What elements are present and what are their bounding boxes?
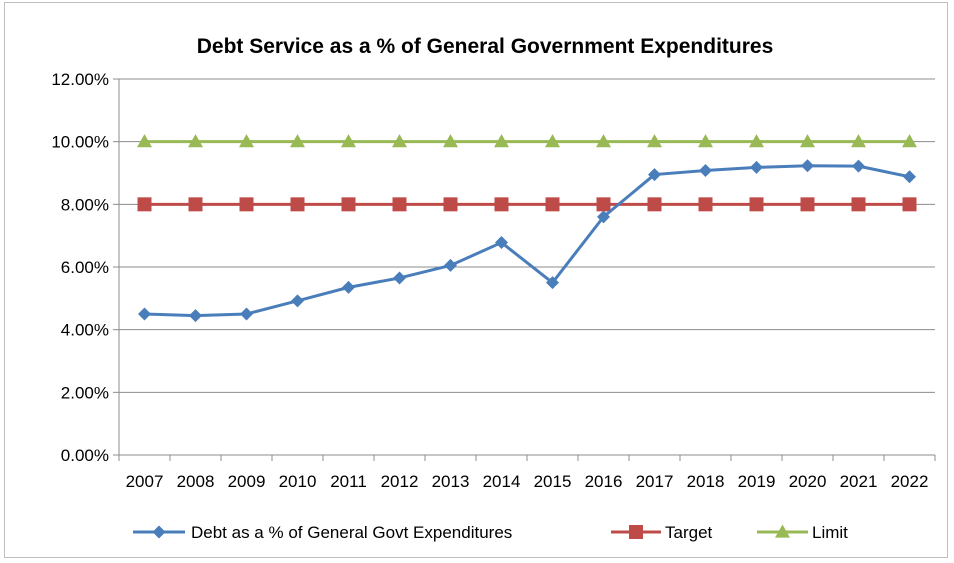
data-point xyxy=(290,197,305,212)
data-point xyxy=(341,197,356,212)
data-point xyxy=(852,159,865,173)
data-point xyxy=(596,197,611,212)
data-point xyxy=(342,280,355,294)
data-point xyxy=(801,159,814,173)
data-point xyxy=(800,134,815,148)
legend-marker xyxy=(629,525,643,539)
chart-title: Debt Service as a % of General Governmen… xyxy=(197,35,774,58)
data-point xyxy=(239,197,254,212)
x-tick-label: 2018 xyxy=(687,472,725,491)
data-point xyxy=(698,134,713,148)
data-point xyxy=(443,197,458,212)
data-point xyxy=(137,134,152,148)
series-square xyxy=(137,197,917,212)
gridlines xyxy=(119,78,935,393)
series-triangle xyxy=(137,134,917,148)
legend-label: Limit xyxy=(812,523,848,542)
data-point xyxy=(902,134,917,148)
data-point xyxy=(494,134,509,148)
data-point xyxy=(749,134,764,148)
data-point xyxy=(699,163,712,177)
y-tick-label: 10.00% xyxy=(51,133,109,152)
data-point xyxy=(851,197,866,212)
data-point xyxy=(902,197,917,212)
data-point xyxy=(546,276,559,290)
data-point xyxy=(545,197,560,212)
data-point xyxy=(495,236,508,250)
data-point xyxy=(851,134,866,148)
data-point xyxy=(341,134,356,148)
data-point xyxy=(239,134,254,148)
data-point xyxy=(698,197,713,212)
x-tick-label: 2012 xyxy=(381,472,419,491)
data-point xyxy=(392,134,407,148)
data-point xyxy=(800,197,815,212)
chart-frame: Debt Service as a % of General Governmen… xyxy=(4,2,948,558)
legend-item: Limit xyxy=(757,523,848,542)
line-chart: Debt Service as a % of General Governmen… xyxy=(51,35,936,542)
data-point xyxy=(597,210,610,224)
x-tick-label: 2022 xyxy=(891,472,929,491)
y-tick-label: 2.00% xyxy=(61,383,109,402)
data-point xyxy=(647,134,662,148)
legend-marker xyxy=(775,524,790,538)
data-point xyxy=(392,197,407,212)
series-diamond xyxy=(138,159,916,323)
x-tick-label: 2019 xyxy=(738,472,776,491)
legend-marker xyxy=(152,525,166,539)
data-point xyxy=(596,134,611,148)
data-point xyxy=(647,197,662,212)
y-axis-tick-labels: 0.00% 2.00% 4.00% 6.00% 8.00% 10.00% 12.00% xyxy=(51,70,109,465)
data-point xyxy=(545,134,560,148)
x-axis-tick-labels: 2007 2008 2009 2010 2011 2012 2013 2014 2015 2016… xyxy=(126,472,929,491)
x-tick-label: 2010 xyxy=(279,472,317,491)
legend-label: Debt as a % of General Govt Expenditures xyxy=(191,523,512,542)
data-point xyxy=(648,168,661,182)
x-tick-label: 2009 xyxy=(228,472,266,491)
series-group xyxy=(137,134,917,323)
data-point xyxy=(494,197,509,212)
y-tick-label: 6.00% xyxy=(61,258,109,277)
legend: Debt as a % of General Govt Expenditures… xyxy=(133,523,848,542)
data-point xyxy=(444,258,457,272)
x-tick-label: 2013 xyxy=(432,472,470,491)
legend-label: Target xyxy=(665,523,713,542)
x-tick-label: 2008 xyxy=(177,472,215,491)
x-tick-label: 2021 xyxy=(840,472,878,491)
data-point xyxy=(749,197,764,212)
data-point xyxy=(137,197,152,212)
x-tick-label: 2016 xyxy=(585,472,623,491)
x-tick-label: 2014 xyxy=(483,472,521,491)
data-point xyxy=(903,170,916,184)
legend-item: Debt as a % of General Govt Expenditures xyxy=(133,523,512,542)
data-point xyxy=(291,294,304,308)
y-tick-label: 0.00% xyxy=(61,446,109,465)
x-tick-label: 2007 xyxy=(126,472,164,491)
data-point xyxy=(750,160,763,174)
y-tick-label: 8.00% xyxy=(61,195,109,214)
data-point xyxy=(240,307,253,321)
y-tick-label: 12.00% xyxy=(51,70,109,89)
data-point xyxy=(393,271,406,285)
data-point xyxy=(188,197,203,212)
data-point xyxy=(138,307,151,321)
data-point xyxy=(443,134,458,148)
x-tick-label: 2015 xyxy=(534,472,572,491)
legend-item: Target xyxy=(611,523,713,542)
axes xyxy=(113,78,936,461)
data-point xyxy=(189,309,202,323)
data-point xyxy=(188,134,203,148)
data-point xyxy=(290,134,305,148)
y-tick-label: 4.00% xyxy=(61,321,109,340)
series-line xyxy=(144,164,910,318)
x-tick-label: 2017 xyxy=(636,472,674,491)
x-tick-label: 2020 xyxy=(789,472,827,491)
x-tick-label: 2011 xyxy=(330,472,367,491)
